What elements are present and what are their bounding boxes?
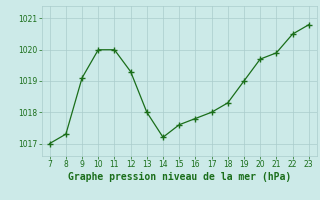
X-axis label: Graphe pression niveau de la mer (hPa): Graphe pression niveau de la mer (hPa) [68, 172, 291, 182]
